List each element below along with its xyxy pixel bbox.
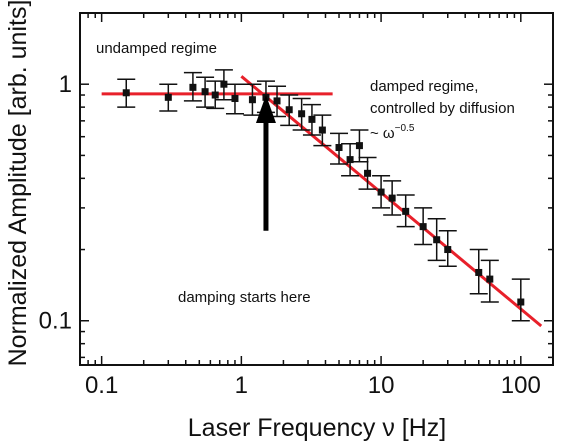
- data-point: [183, 71, 202, 102]
- data-point: [196, 76, 215, 108]
- data-marker: [231, 95, 239, 103]
- data-point: [292, 97, 311, 131]
- data-point: [268, 85, 287, 118]
- data-point: [469, 248, 488, 295]
- data-series: [117, 69, 530, 322]
- data-marker: [335, 144, 343, 152]
- data-marker: [189, 83, 197, 91]
- data-point: [372, 175, 391, 209]
- data-marker: [201, 88, 209, 96]
- data-point: [302, 103, 321, 136]
- arrow-head: [255, 95, 276, 124]
- power-law-exponent: −0.5: [395, 123, 415, 134]
- data-marker: [308, 115, 316, 123]
- x-axis-title: Laser Frequency ν [Hz]: [188, 414, 446, 442]
- data-point: [206, 80, 225, 110]
- data-marker: [433, 236, 441, 244]
- axis-ticks: [79, 12, 553, 365]
- data-point: [214, 69, 233, 101]
- data-point: [427, 217, 446, 262]
- annotation-undamped: undamped regime: [96, 40, 217, 57]
- x-tick-label: 100: [501, 372, 541, 399]
- x-tick-label: 0.1: [85, 372, 118, 399]
- data-point: [358, 156, 377, 190]
- data-marker: [364, 169, 372, 177]
- y-tick-label: 0.1: [39, 308, 72, 335]
- data-point: [480, 259, 499, 303]
- data-point: [225, 83, 244, 115]
- data-marker: [355, 142, 363, 150]
- annotation-damped-line2: controlled by diffusion: [370, 100, 515, 117]
- data-marker: [211, 91, 219, 99]
- data-marker: [402, 207, 410, 215]
- x-tick-label: 1: [235, 372, 248, 399]
- data-point: [117, 78, 136, 108]
- data-point: [350, 129, 369, 163]
- plot-frame: [79, 12, 554, 366]
- data-marker: [346, 156, 354, 164]
- data-marker: [122, 89, 130, 97]
- data-marker: [444, 246, 452, 254]
- data-point: [280, 94, 299, 127]
- data-marker: [298, 110, 306, 118]
- data-marker: [164, 93, 172, 101]
- data-point: [396, 194, 415, 228]
- arrow-layer: [255, 95, 276, 231]
- data-marker: [248, 96, 256, 104]
- annotation-damped-line1: damped regime,: [370, 78, 478, 95]
- data-point: [313, 114, 332, 147]
- data-marker: [285, 106, 293, 114]
- data-point: [159, 83, 178, 112]
- data-marker: [377, 188, 385, 196]
- tick-labels: 0.1 1 10 100 0.1 1: [39, 71, 541, 399]
- data-point: [383, 180, 402, 216]
- annotation-power-law: ~ ω−0.5: [370, 123, 415, 142]
- data-point: [243, 83, 262, 116]
- x-tick-label: 10: [368, 372, 395, 399]
- data-marker: [318, 126, 326, 134]
- data-marker: [475, 268, 483, 276]
- data-point: [330, 132, 349, 165]
- power-law-base: ~ ω: [370, 125, 395, 142]
- data-marker: [220, 80, 228, 88]
- annotation-damping-starts: damping starts here: [178, 289, 311, 306]
- y-axis-title: Normalized Amplitude [arb. units]: [4, 0, 32, 366]
- data-marker: [486, 275, 494, 283]
- data-marker: [419, 223, 427, 231]
- data-point: [414, 207, 433, 246]
- data-marker: [517, 298, 525, 306]
- data-marker: [388, 194, 396, 202]
- data-marker: [273, 97, 281, 105]
- y-tick-label: 1: [59, 71, 72, 98]
- data-point: [438, 230, 457, 267]
- data-point: [511, 278, 530, 322]
